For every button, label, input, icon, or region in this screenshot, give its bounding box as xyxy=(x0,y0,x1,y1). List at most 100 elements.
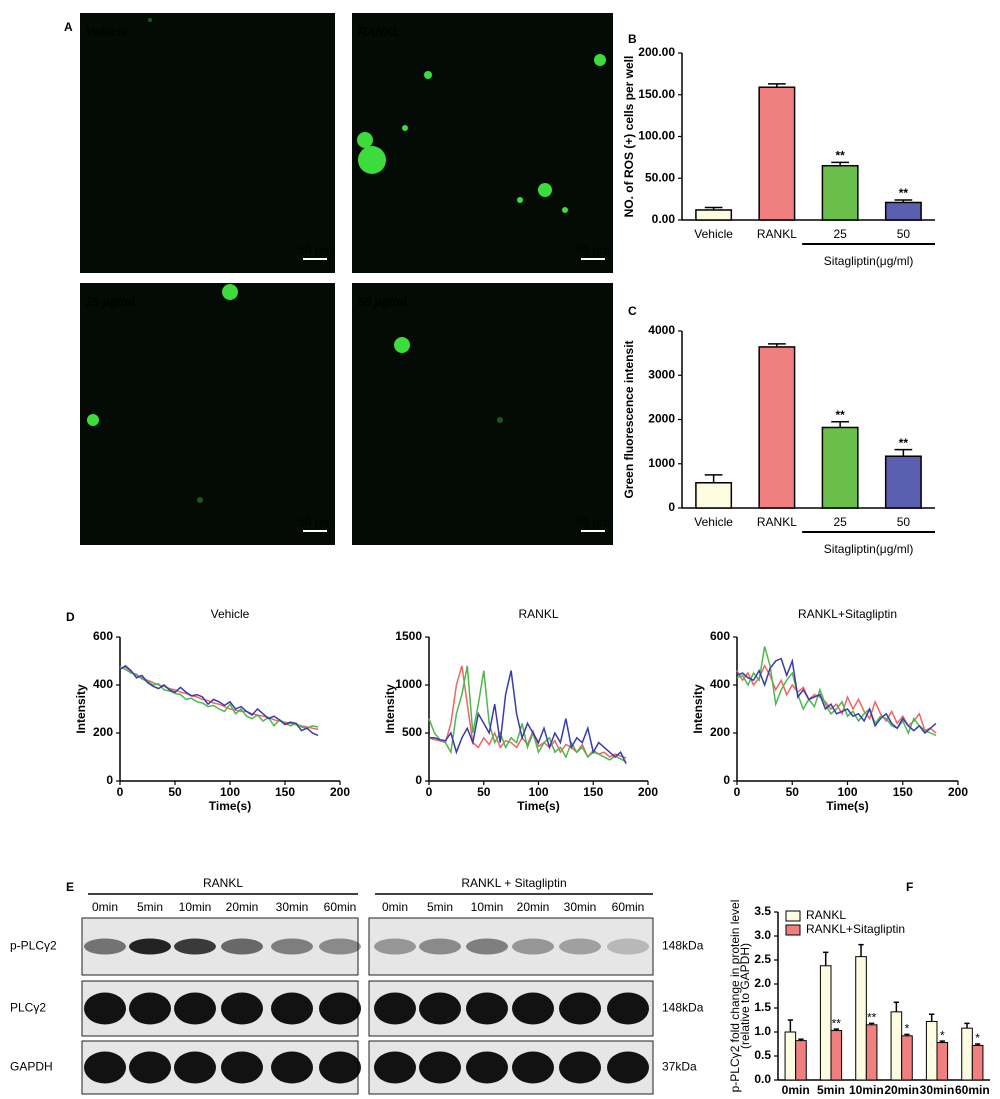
bar xyxy=(890,1011,903,1081)
band xyxy=(271,992,313,1025)
x-tick-label: 0 xyxy=(426,785,433,799)
group-label: RANKL xyxy=(203,876,243,890)
legend-label: RANKL+Sitagliptin xyxy=(806,922,905,936)
line-series xyxy=(736,657,937,735)
y-axis-label: NO. of ROS (+) cells per well xyxy=(622,56,636,218)
significance: ** xyxy=(835,149,845,163)
lane-label: 0min xyxy=(382,900,408,914)
band xyxy=(221,938,263,955)
size-label: 148kDa xyxy=(662,1001,704,1015)
y-tick-label: 600 xyxy=(93,629,113,643)
significance: ** xyxy=(899,436,909,450)
x-tick-label: RANKL xyxy=(757,515,797,529)
panel-letter: A xyxy=(64,20,73,34)
band xyxy=(559,938,601,955)
band xyxy=(607,1051,649,1084)
y-axis-label: p-PLCγ2 fold change in protein level xyxy=(728,900,742,1093)
cell xyxy=(402,125,408,131)
legend-swatch xyxy=(785,910,801,922)
y-tick-label: 0 xyxy=(723,773,730,787)
cell xyxy=(197,497,203,503)
x-tick-label: 150 xyxy=(583,785,603,799)
lane-label: 5min xyxy=(137,900,163,914)
lane-label: 0min xyxy=(92,900,118,914)
y-tick-label: 1.0 xyxy=(754,1024,771,1038)
image-label: Vehicle xyxy=(86,25,128,39)
bar xyxy=(695,209,733,221)
y-tick-label: 200.00 xyxy=(638,45,675,59)
band xyxy=(129,992,171,1025)
bar xyxy=(884,201,922,221)
row-label: GAPDH xyxy=(10,1060,53,1074)
y-tick-label: 1.5 xyxy=(754,1000,771,1014)
x-tick-label: 100 xyxy=(220,785,240,799)
x-tick-label: 200 xyxy=(330,785,350,799)
panel-letter: E xyxy=(66,880,74,894)
lane-label: 10min xyxy=(179,900,212,914)
group-label: Sitagliptin(μg/ml) xyxy=(824,542,914,556)
lane-label: 30min xyxy=(276,900,309,914)
cell xyxy=(538,183,552,197)
y-tick-label: 0.00 xyxy=(652,212,676,226)
significance: * xyxy=(975,1031,980,1045)
band xyxy=(129,1051,171,1084)
band xyxy=(319,938,361,955)
micrograph xyxy=(80,13,335,273)
x-tick-label: 50 xyxy=(477,785,491,799)
scale-bar-label: 50 μm xyxy=(576,515,610,529)
y-axis-label: Intensity xyxy=(74,684,88,734)
x-tick-label: Vehicle xyxy=(694,515,733,529)
legend-swatch xyxy=(785,924,801,936)
significance: ** xyxy=(899,186,909,200)
chart-title: RANKL+Sitagliptin xyxy=(798,607,897,621)
band xyxy=(84,992,126,1025)
y-tick-label: 0.0 xyxy=(754,1072,771,1086)
cell xyxy=(562,207,568,213)
y-tick-label: 3.0 xyxy=(754,928,771,942)
panel-letter: C xyxy=(628,304,637,318)
panel-letter: B xyxy=(628,32,637,46)
band xyxy=(271,938,313,955)
x-tick-label: 5min xyxy=(817,1083,845,1097)
band xyxy=(419,938,461,955)
bar xyxy=(821,426,859,509)
x-tick-label: 10min xyxy=(849,1083,884,1097)
size-label: 148kDa xyxy=(662,939,704,953)
y-tick-label: 400 xyxy=(710,677,730,691)
band xyxy=(466,1051,508,1084)
blot xyxy=(368,1040,654,1095)
y-tick-label: 50.00 xyxy=(645,170,675,184)
blot xyxy=(81,917,359,976)
line-series xyxy=(119,666,319,729)
y-tick-label: 100.00 xyxy=(638,129,675,143)
y-axis-label: Green fluorescence intensit xyxy=(622,340,636,498)
scale-bar-label: 50 μm xyxy=(298,243,332,257)
band xyxy=(607,938,649,955)
bar xyxy=(758,346,796,509)
bar xyxy=(961,1027,973,1081)
x-tick-label: 25 xyxy=(833,227,847,241)
y-tick-label: 3.5 xyxy=(754,904,771,918)
bar xyxy=(884,455,922,509)
cell xyxy=(394,337,410,353)
micrograph xyxy=(352,13,613,273)
bar xyxy=(819,965,832,1081)
band xyxy=(466,938,508,955)
y-tick-label: 4000 xyxy=(648,323,675,337)
significance: ** xyxy=(832,1016,842,1030)
cell xyxy=(424,71,432,79)
image-label: RANKL xyxy=(358,25,400,39)
band xyxy=(174,938,216,955)
x-tick-label: 30min xyxy=(920,1083,955,1097)
y-tick-label: 150.00 xyxy=(638,87,675,101)
x-tick-label: 100 xyxy=(837,785,857,799)
band xyxy=(466,992,508,1025)
y-tick-label: 3000 xyxy=(648,367,675,381)
band xyxy=(374,1051,416,1084)
y-tick-label: 1000 xyxy=(648,456,675,470)
x-tick-label: 50 xyxy=(786,785,800,799)
y-tick-label: 600 xyxy=(710,629,730,643)
x-tick-label: 200 xyxy=(638,785,658,799)
band xyxy=(129,938,171,955)
y-tick-label: 400 xyxy=(93,677,113,691)
